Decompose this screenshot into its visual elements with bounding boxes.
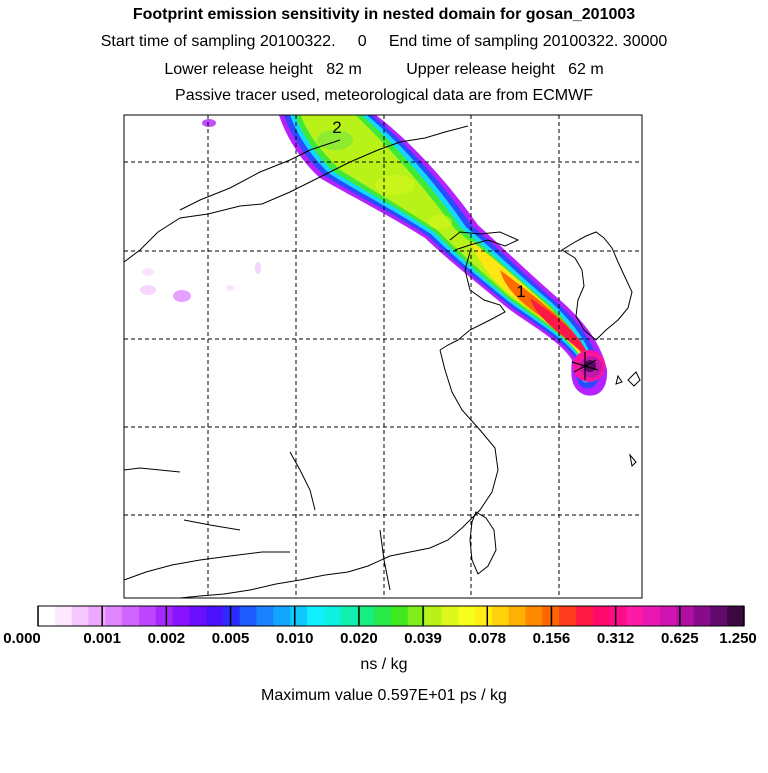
colorbar-swatch <box>441 606 459 626</box>
map-title: Footprint emission sensitivity in nested… <box>132 6 636 23</box>
sampling-time-line: Start time of sampling 20100322. 0 End t… <box>100 33 668 50</box>
colorbar-swatch <box>391 606 409 626</box>
colorbar-tick-label: 0.001 <box>83 630 121 647</box>
colorbar-swatch <box>290 606 308 626</box>
maximum-value-text: Maximum value 0.597E+01 ps / kg <box>261 687 507 704</box>
colorbar-swatch <box>155 606 173 626</box>
colorbar-tick-label: 0.010 <box>275 630 314 647</box>
minor-sensitivity-patches <box>140 119 261 302</box>
colorbar-swatch <box>643 606 661 626</box>
colorbar-units: ns / kg <box>360 656 408 673</box>
colorbar-swatch <box>306 606 325 626</box>
colorbar-swatch <box>525 606 543 626</box>
colorbar-swatch <box>491 606 510 626</box>
colorbar-swatch <box>206 606 224 626</box>
colorbar-swatch <box>559 606 577 626</box>
colorbar-swatch <box>138 606 157 626</box>
colorbar-swatch <box>575 606 594 626</box>
plume-marker-2: 2 <box>332 118 341 137</box>
colorbar-swatch <box>508 606 526 626</box>
colorbar-swatch <box>88 606 106 626</box>
colorbar-tick-label: 0.156 <box>532 630 571 647</box>
colorbar-tick-label: 0.020 <box>340 630 378 647</box>
colorbar-tick-label: 0.078 <box>468 630 507 647</box>
colorbar-tick-label: 0.039 <box>404 630 442 647</box>
tracer-info-line: Passive tracer used, meteorological data… <box>175 87 593 104</box>
colorbar-swatch <box>54 606 73 626</box>
colorbar-swatch <box>659 606 678 626</box>
colorbar-swatch <box>727 606 745 626</box>
colorbar-border <box>37 605 745 627</box>
colorbar-swatch <box>323 606 342 626</box>
colorbar-swatch <box>222 606 241 626</box>
colorbar <box>37 605 745 627</box>
release-location-marker <box>571 352 599 380</box>
colorbar-swatch <box>407 606 426 626</box>
colorbar-swatch <box>609 606 627 626</box>
colorbar-swatch <box>256 606 274 626</box>
colorbar-tick-label: 0.625 <box>661 630 699 647</box>
colorbar-swatch <box>458 606 476 626</box>
colorbar-tick-label: 0.005 <box>211 630 250 647</box>
colorbar-swatch <box>122 606 140 626</box>
colorbar-swatch <box>71 606 89 626</box>
coastlines <box>124 125 641 598</box>
map-frame <box>123 114 643 599</box>
colorbar-swatch <box>189 606 207 626</box>
plume-marker-1: 1 <box>516 282 525 301</box>
colorbar-tick-label: 0.312 <box>596 630 635 647</box>
colorbar-swatch <box>105 606 123 626</box>
colorbar-tick-label: 1.250 <box>719 630 757 647</box>
colorbar-tick-label: 0.000 <box>3 630 41 647</box>
colorbar-swatch <box>475 606 493 626</box>
colorbar-tick-label: 0.002 <box>147 630 186 647</box>
colorbar-swatch <box>273 606 291 626</box>
colorbar-swatch <box>592 606 611 626</box>
colorbar-swatch <box>239 606 258 626</box>
colorbar-swatch <box>340 606 358 626</box>
colorbar-swatch <box>424 606 442 626</box>
colorbar-swatch <box>710 606 728 626</box>
colorbar-swatch <box>626 606 644 626</box>
colorbar-swatch <box>172 606 190 626</box>
graticule <box>124 115 642 598</box>
colorbar-swatch <box>38 606 56 626</box>
colorbar-swatch <box>693 606 711 626</box>
colorbar-swatch <box>676 606 695 626</box>
release-height-line: Lower release height 82 m Upper release … <box>164 61 604 78</box>
colorbar-swatch <box>357 606 375 626</box>
colorbar-swatch <box>374 606 392 626</box>
